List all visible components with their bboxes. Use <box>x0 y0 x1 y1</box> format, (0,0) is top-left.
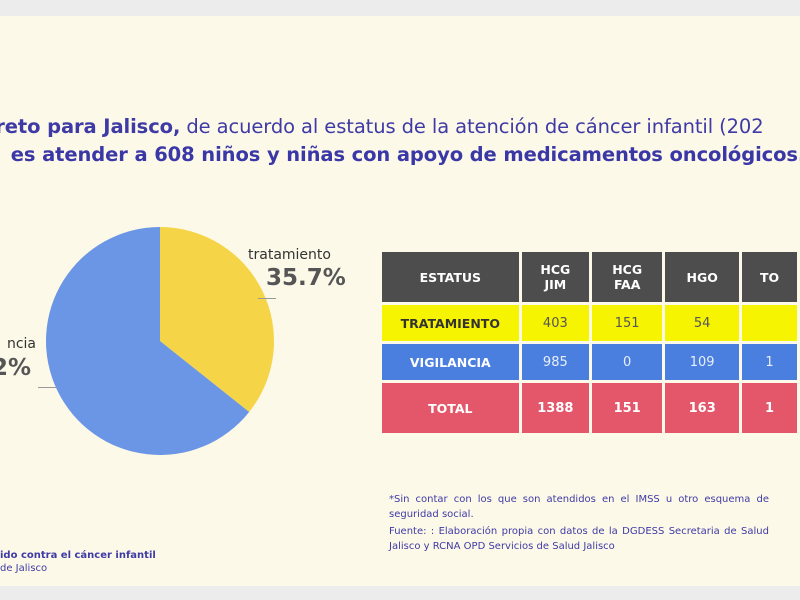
cell-tratamiento-hcg-jim: 403 <box>521 305 590 341</box>
cell-tratamiento-hgo: 54 <box>665 305 740 341</box>
footnote-imss: *Sin contar con los que son atendidos en… <box>389 494 769 520</box>
header-hcg-jim-text: HCG JIM <box>540 262 571 292</box>
leader-line-vigilancia <box>38 387 56 388</box>
row-label-total: TOTAL <box>382 383 519 433</box>
header-hcg-faa-text: HCG FAA <box>612 262 643 292</box>
table-row-vigilancia: VIGILANCIA 985 0 109 1 <box>382 344 797 380</box>
cell-tratamiento-total <box>742 305 797 341</box>
cell-total-hcg-faa: 151 <box>592 383 663 433</box>
header-hcg-jim: HCG JIM <box>521 252 590 302</box>
slide: l reto para Jalisco, de acuerdo al estat… <box>0 16 800 586</box>
pie-chart <box>40 221 280 461</box>
pie-svg <box>45 227 274 455</box>
headline-bold: l reto para Jalisco, <box>0 115 181 138</box>
header-hcg-faa: HCG FAA <box>592 252 663 302</box>
cell-vigilancia-hgo: 109 <box>665 344 740 380</box>
headline-line-2: es atender a 608 niños y niñas con apoyo… <box>10 143 800 166</box>
cell-total-hcg-jim: 1388 <box>521 383 590 433</box>
cell-vigilancia-total: 1 <box>742 344 797 380</box>
slice-label-vigilancia: ncia <box>6 336 36 352</box>
cell-vigilancia-hcg-faa: 0 <box>592 344 663 380</box>
pie-slice-tratamiento <box>160 227 274 412</box>
cell-total-total: 1 <box>742 383 797 433</box>
table-row-total: TOTAL 1388 151 163 1 <box>382 383 797 433</box>
slice-pct-vigilancia: 2% <box>0 355 32 381</box>
cell-total-hgo: 163 <box>665 383 740 433</box>
pie-slice-vigilancia <box>45 227 250 455</box>
header-estatus: ESTATUS <box>382 252 519 302</box>
cell-vigilancia-hcg-jim: 985 <box>521 344 590 380</box>
footer-credit: ido contra el cáncer infantil de Jalisco <box>0 549 156 575</box>
table-row-tratamiento: TRATAMIENTO 403 151 54 <box>382 305 797 341</box>
leader-line-tratamiento <box>258 298 276 299</box>
slice-label-tratamiento: tratamiento <box>248 247 331 263</box>
row-label-vigilancia: VIGILANCIA <box>382 344 519 380</box>
footer-line-2: de Jalisco <box>0 563 48 574</box>
header-hgo: HGO <box>665 252 740 302</box>
headline-line-1: l reto para Jalisco, de acuerdo al estat… <box>0 114 782 140</box>
status-table: ESTATUS HCG JIM HCG FAA HGO TO TRATAMIEN… <box>379 249 800 436</box>
table-header-row: ESTATUS HCG JIM HCG FAA HGO TO <box>382 252 797 302</box>
header-total-col: TO <box>742 252 797 302</box>
source-note: Fuente: : Elaboración propia con datos d… <box>389 526 769 552</box>
headline-rest: de acuerdo al estatus de la atención de … <box>180 115 764 138</box>
footer-line-1: ido contra el cáncer infantil <box>0 550 156 561</box>
slice-pct-tratamiento: 35.7% <box>266 265 346 291</box>
cell-tratamiento-hcg-faa: 151 <box>592 305 663 341</box>
row-label-tratamiento: TRATAMIENTO <box>382 305 519 341</box>
